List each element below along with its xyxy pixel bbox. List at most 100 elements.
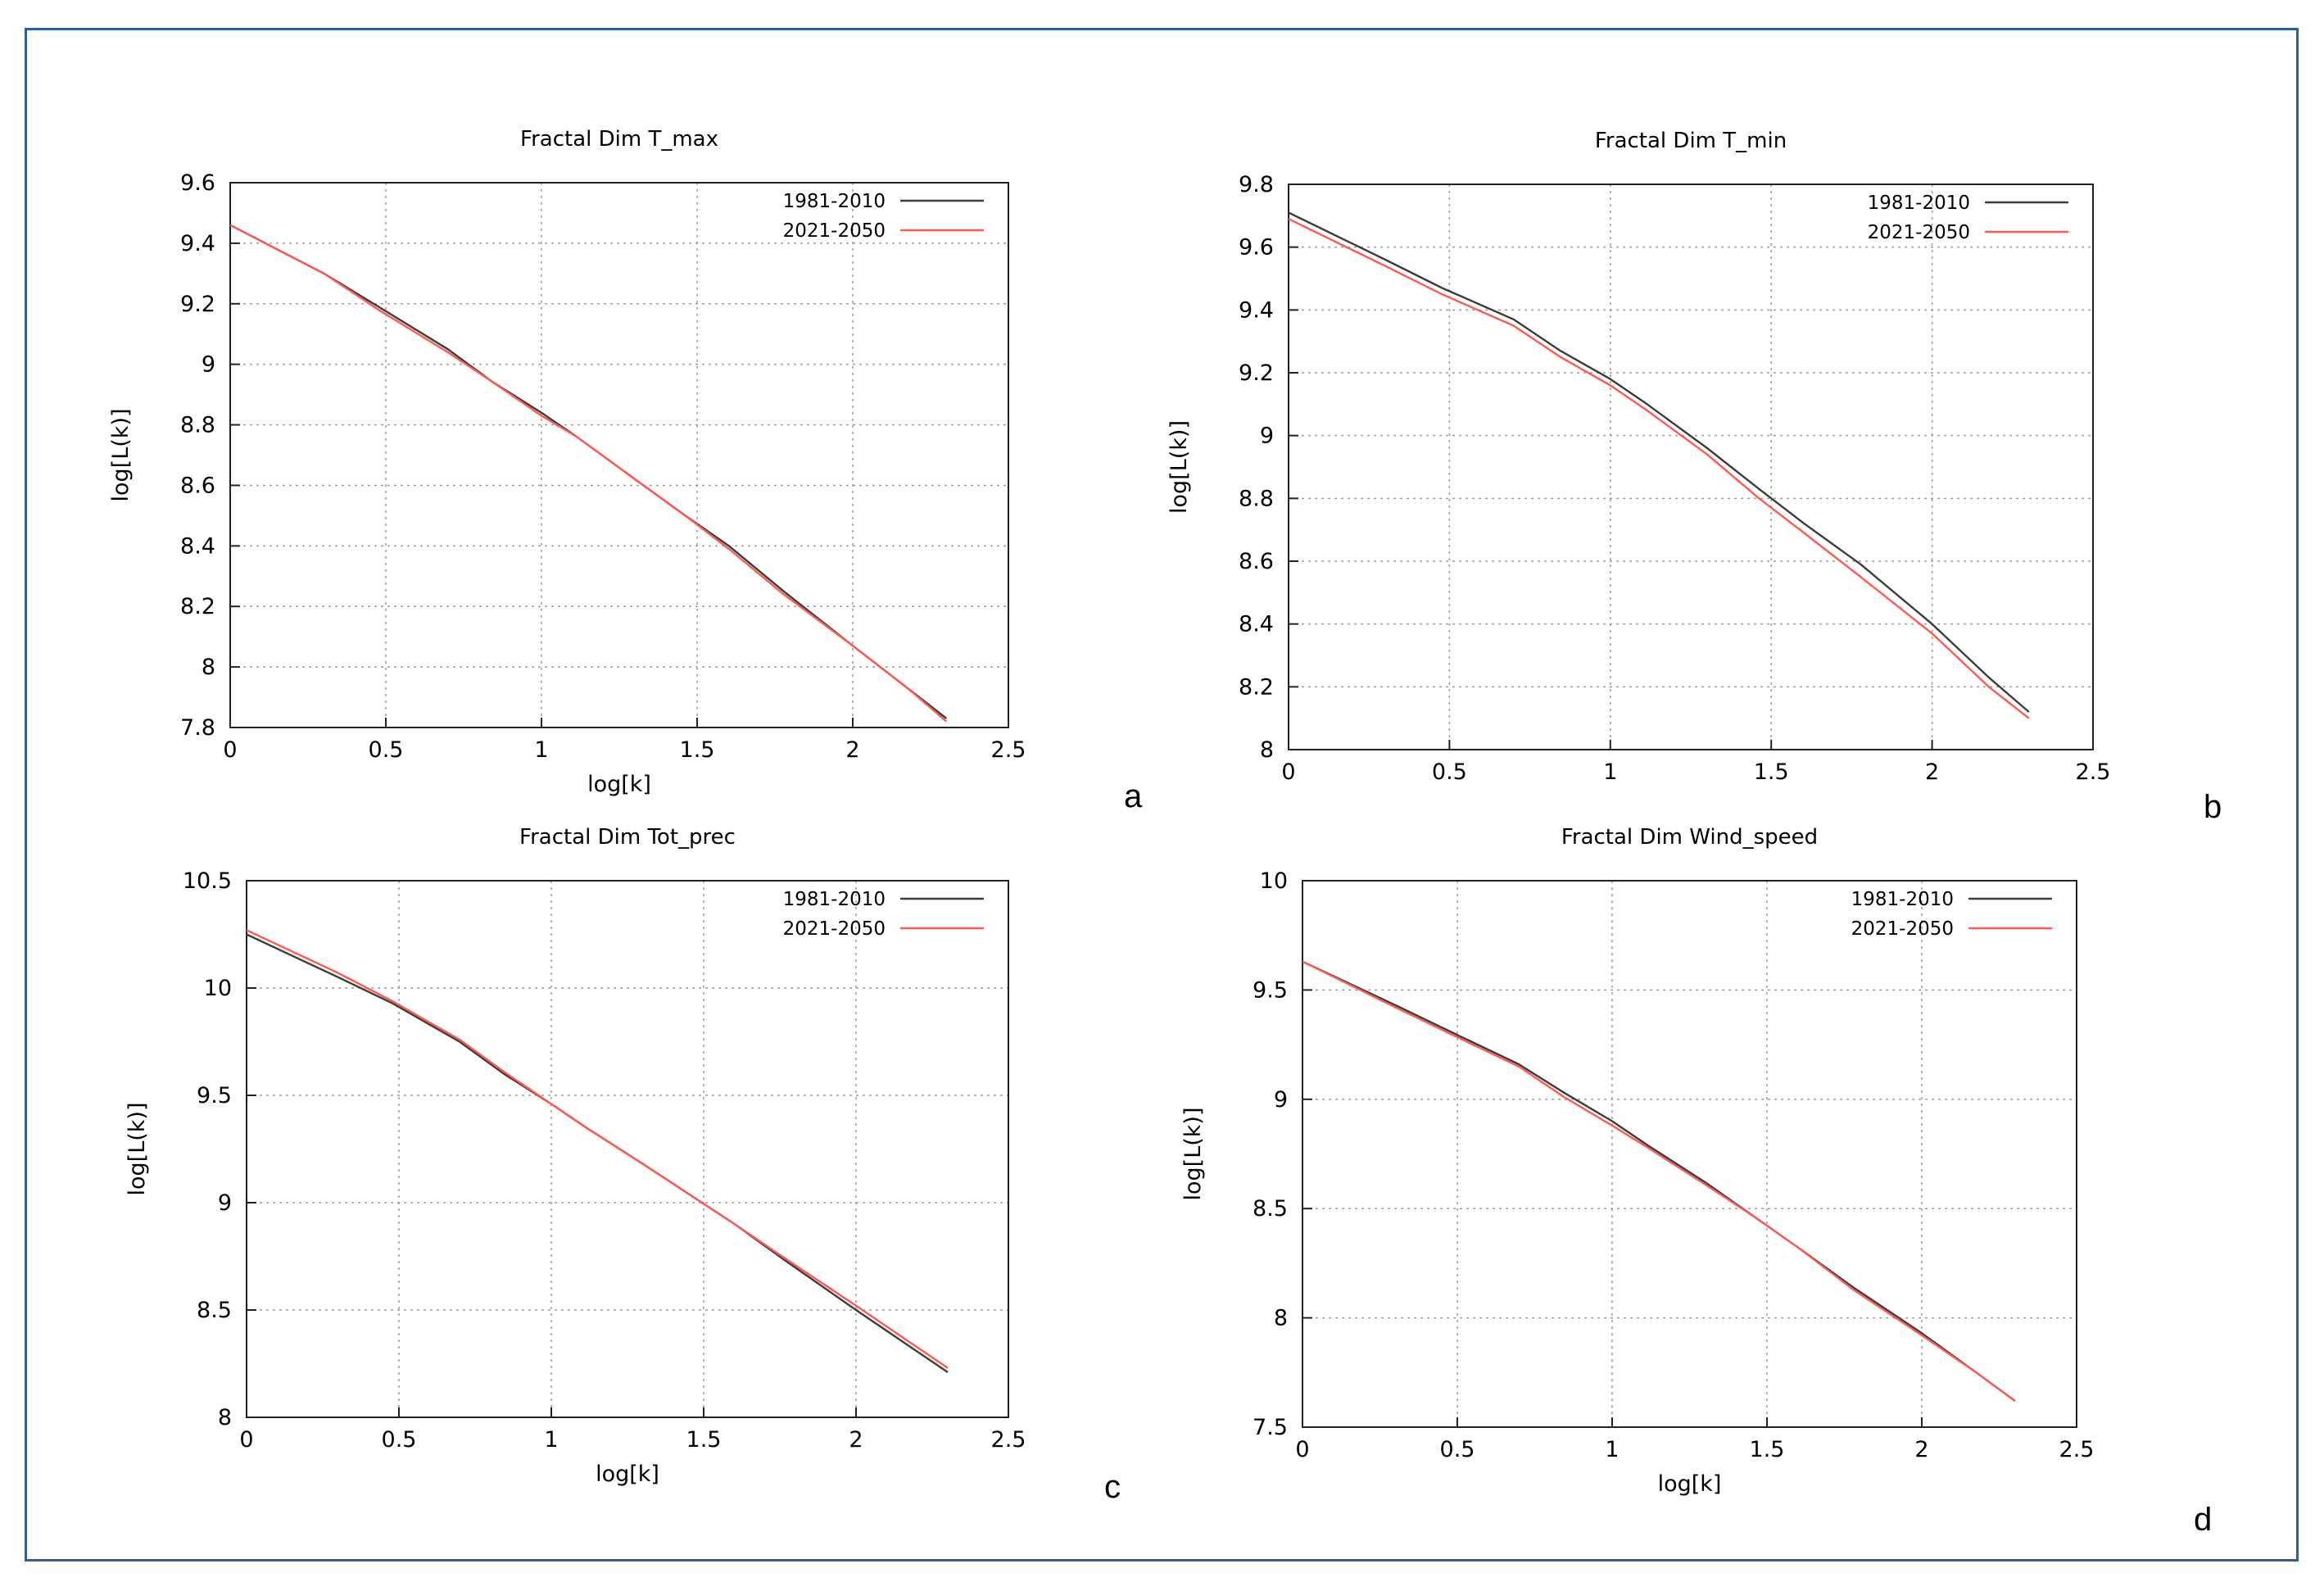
grid bbox=[247, 881, 1008, 1417]
y-tick-label: 9 bbox=[1274, 1087, 1288, 1113]
y-tick-label: 9 bbox=[202, 352, 215, 378]
grid bbox=[230, 183, 1008, 728]
legend: 1981-2010 2021-2050 bbox=[783, 191, 984, 242]
y-tick-label: 9.5 bbox=[1253, 977, 1288, 1003]
x-tick-label: 2 bbox=[849, 1427, 863, 1453]
chart-title: Fractal Dim T_max bbox=[520, 127, 718, 152]
y-tick-label: 8.4 bbox=[180, 533, 215, 559]
plot-area bbox=[1288, 184, 2094, 750]
x-axis-label: log[k] bbox=[1658, 1471, 1722, 1497]
y-axis-label: log[L(k)] bbox=[108, 409, 134, 502]
x-axis-label: log[k] bbox=[587, 772, 651, 797]
x-tick-label: 0.5 bbox=[1440, 1437, 1475, 1462]
legend-label: 1981-2010 bbox=[783, 889, 886, 910]
grid bbox=[1302, 881, 2077, 1427]
chart-t-min-svg: Fractal Dim T_min 0 0.5 1 1.5 2 2.5 8 8.2 8.4 8.6 8… bbox=[1167, 129, 2111, 785]
chart-t-max: Fractal Dim T_max 0 0.5 1 1.5 2 2.5 7.8 8 8.2 8.4 8… bbox=[90, 107, 1040, 799]
x-tick-label: 2.5 bbox=[991, 1427, 1026, 1453]
y-axis-label: log[L(k)] bbox=[125, 1103, 150, 1196]
panel-label-a: a bbox=[1124, 778, 1143, 814]
series-line-2021-2050 bbox=[1302, 960, 2016, 1402]
series-line-2021-2050 bbox=[229, 224, 948, 723]
y-tick-label: 9.8 bbox=[1239, 172, 1274, 197]
y-tick-label: 8 bbox=[1260, 737, 1274, 763]
plot-area bbox=[1302, 880, 2077, 1428]
chart-title: Fractal Dim T_min bbox=[1595, 129, 1787, 153]
chart-tot-prec: Fractal Dim Tot_prec 0 0.5 1 1.5 2 2.5 8 8.5 9 9.5… bbox=[90, 811, 1057, 1503]
y-tick-label: 8.5 bbox=[1253, 1196, 1288, 1222]
x-tick-label: 2.5 bbox=[991, 737, 1026, 763]
x-tick-label: 2 bbox=[1925, 759, 1939, 785]
x-tick-label: 1 bbox=[534, 737, 548, 763]
y-tick-label: 8.6 bbox=[180, 473, 215, 498]
x-tick-label: 0.5 bbox=[382, 1427, 417, 1453]
x-tick-label: 0 bbox=[239, 1427, 253, 1453]
y-tick-label: 7.8 bbox=[180, 715, 215, 741]
x-tick-label: 1 bbox=[544, 1427, 558, 1453]
x-tick-label: 0 bbox=[1295, 1437, 1309, 1462]
y-tick-label: 9.4 bbox=[180, 231, 215, 256]
x-tick-label: 2 bbox=[845, 737, 859, 763]
y-tick-label: 9.5 bbox=[197, 1083, 232, 1108]
x-tick-label: 1 bbox=[1603, 759, 1617, 785]
chart-wind-speed-svg: Fractal Dim Wind_speed 0 0.5 1 1.5 2 2.5 7.5 8 8.… bbox=[1180, 825, 2095, 1497]
y-tick-label: 8.8 bbox=[180, 413, 215, 438]
legend-label: 2021-2050 bbox=[1868, 222, 1970, 243]
x-tick-label: 2.5 bbox=[2059, 1437, 2095, 1462]
y-tick-label: 9.6 bbox=[180, 170, 215, 196]
y-tick-label: 9.6 bbox=[1239, 235, 1274, 261]
y-tick-label: 8.2 bbox=[180, 594, 215, 619]
x-tick-label: 0 bbox=[1281, 759, 1295, 785]
y-tick-label: 8 bbox=[1274, 1306, 1288, 1331]
y-tick-label: 8.8 bbox=[1239, 486, 1274, 511]
y-tick-label: 7.5 bbox=[1253, 1415, 1288, 1440]
series-line-1981-2010 bbox=[1288, 211, 2030, 713]
legend: 1981-2010 2021-2050 bbox=[1868, 193, 2068, 243]
series-line-2021-2050 bbox=[246, 929, 949, 1369]
figure-frame bbox=[25, 28, 2299, 1562]
panel-label-c: c bbox=[1104, 1469, 1121, 1505]
legend-label: 1981-2010 bbox=[1851, 889, 1954, 910]
y-axis-label: log[L(k)] bbox=[1180, 1108, 1206, 1201]
x-tick-label: 1.5 bbox=[680, 737, 715, 763]
chart-tot-prec-svg: Fractal Dim Tot_prec 0 0.5 1 1.5 2 2.5 8 8.5 9 9.5… bbox=[125, 825, 1026, 1487]
legend-label: 2021-2050 bbox=[1851, 918, 1954, 940]
panel-label-d: d bbox=[2194, 1502, 2213, 1538]
chart-title: Fractal Dim Tot_prec bbox=[519, 825, 736, 850]
legend-label: 2021-2050 bbox=[783, 918, 886, 940]
y-tick-label: 9.2 bbox=[1239, 360, 1274, 386]
series-line-1981-2010 bbox=[246, 933, 949, 1373]
x-tick-label: 1.5 bbox=[686, 1427, 722, 1453]
y-tick-label: 9 bbox=[1260, 424, 1274, 449]
x-tick-label: 2 bbox=[1914, 1437, 1928, 1462]
y-tick-label: 10 bbox=[204, 976, 232, 1001]
panel-label-b: b bbox=[2204, 789, 2222, 825]
chart-wind-speed: Fractal Dim Wind_speed 0 0.5 1 1.5 2 2.5 7.5 8 8.… bbox=[1151, 811, 2118, 1507]
y-tick-label: 8 bbox=[202, 655, 215, 680]
y-tick-label: 8.4 bbox=[1239, 612, 1274, 637]
x-tick-label: 0.5 bbox=[1432, 759, 1467, 785]
legend-label: 1981-2010 bbox=[783, 191, 886, 212]
y-tick-label: 10 bbox=[1260, 868, 1288, 894]
x-tick-label: 0 bbox=[223, 737, 237, 763]
y-tick-label: 8.6 bbox=[1239, 549, 1274, 574]
x-tick-label: 1 bbox=[1605, 1437, 1619, 1462]
x-axis-label: log[k] bbox=[596, 1462, 659, 1487]
series-line-1981-2010 bbox=[229, 224, 948, 719]
y-tick-label: 8 bbox=[218, 1405, 232, 1430]
y-tick-label: 8.2 bbox=[1239, 674, 1274, 700]
y-axis-label: log[L(k)] bbox=[1167, 420, 1192, 514]
y-tick-label: 9.2 bbox=[180, 292, 215, 317]
x-tick-label: 2.5 bbox=[2076, 759, 2111, 785]
legend: 1981-2010 2021-2050 bbox=[1851, 889, 2052, 940]
chart-t-min: Fractal Dim T_min 0 0.5 1 1.5 2 2.5 8 8.2 8.4 8.6 8… bbox=[1143, 107, 2126, 799]
legend: 1981-2010 2021-2050 bbox=[783, 889, 984, 940]
series-line-1981-2010 bbox=[1302, 960, 2016, 1402]
y-tick-label: 10.5 bbox=[183, 868, 232, 894]
grid bbox=[1289, 184, 2093, 750]
x-tick-label: 0.5 bbox=[369, 737, 404, 763]
y-tick-label: 9 bbox=[218, 1190, 232, 1216]
x-tick-label: 1.5 bbox=[1754, 759, 1789, 785]
chart-title: Fractal Dim Wind_speed bbox=[1561, 825, 1818, 850]
chart-t-max-svg: Fractal Dim T_max 0 0.5 1 1.5 2 2.5 7.8 8 8.2 8.4 8… bbox=[108, 127, 1026, 797]
